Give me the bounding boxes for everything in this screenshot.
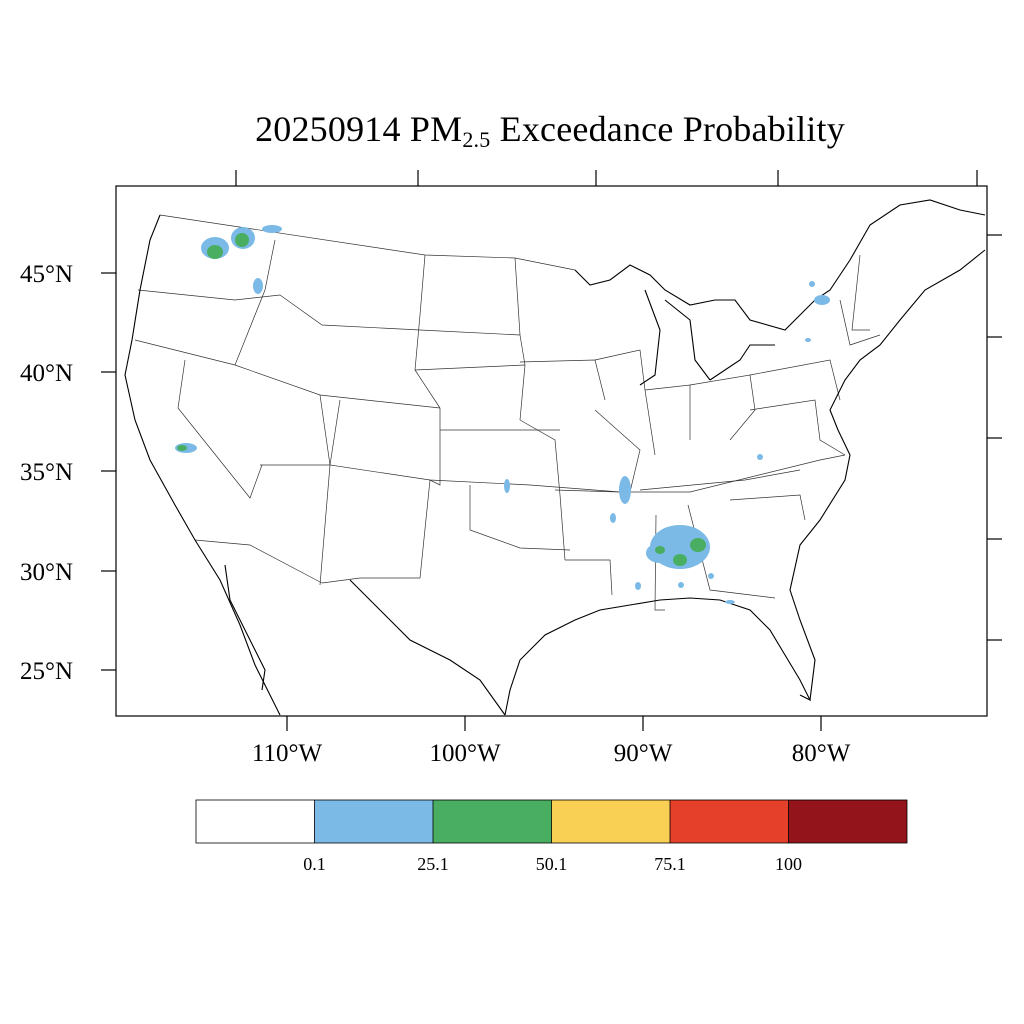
patch-new-york-north: [809, 281, 815, 287]
coastline: [124, 199, 986, 716]
colorbar-label-3: 75.1: [654, 854, 686, 874]
colorbar-swatch-4: [551, 800, 670, 843]
map-title: 20250914 PM2.5 Exceedance Probability: [0, 108, 1024, 153]
probability-patches: [175, 225, 830, 604]
patch-alabama-mid-2: [673, 554, 687, 566]
latitude-labels: 45°N 40°N 35°N 30°N 25°N: [20, 261, 73, 685]
colorbar: 0.1 25.1 50.1 75.1 100: [195, 799, 908, 874]
patch-mississippi-river: [619, 476, 631, 504]
lat-label-45: 45°N: [20, 261, 73, 288]
colorbar-swatch-5: [670, 800, 789, 843]
lat-label-40: 40°N: [20, 360, 73, 387]
lon-label-110: 110°W: [252, 740, 323, 767]
map-frame: [115, 185, 988, 717]
longitude-labels: 110°W 100°W 90°W 80°W: [252, 740, 851, 767]
colorbar-label-0: 0.1: [303, 854, 326, 874]
lat-label-25: 25°N: [20, 658, 73, 685]
lat-label-35: 35°N: [20, 459, 73, 486]
lat-label-30: 30°N: [20, 559, 73, 586]
patch-alabama-mid-3: [655, 546, 665, 554]
patch-kentucky: [757, 454, 763, 460]
title-pollutant: PM: [409, 109, 463, 149]
colorbar-swatch-2: [314, 800, 433, 843]
patch-gulf-coast: [635, 582, 641, 590]
colorbar-swatch-3: [433, 800, 552, 843]
patch-washington-mid: [207, 245, 223, 259]
patch-new-york-south: [805, 338, 811, 342]
patch-california-mid: [177, 445, 187, 451]
patch-central-idaho: [253, 278, 263, 294]
tick-marks: [101, 170, 1002, 731]
colorbar-label-2: 50.1: [536, 854, 568, 874]
colorbar-label-4: 100: [775, 854, 802, 874]
lon-label-90: 90°W: [614, 740, 673, 767]
colorbar-swatch-1: [196, 800, 315, 843]
colorbar-label-1: 25.1: [417, 854, 449, 874]
title-suffix: Exceedance Probability: [499, 109, 845, 149]
patch-alabama-mid-1: [690, 538, 706, 552]
patch-idaho-mid: [235, 233, 249, 247]
patch-oklahoma: [504, 479, 510, 493]
patch-florida-panhandle: [725, 600, 735, 604]
lon-label-80: 80°W: [792, 740, 851, 767]
patch-georgia: [708, 573, 714, 579]
lon-label-100: 100°W: [429, 740, 500, 767]
state-borders: [134, 214, 881, 611]
patch-new-york: [814, 295, 830, 305]
title-pollutant-subscript: 2.5: [462, 127, 491, 152]
patch-mississippi-river-south: [610, 513, 616, 523]
patch-north-idaho: [262, 225, 282, 233]
colorbar-swatch-6: [788, 800, 907, 843]
title-date: 20250914: [255, 109, 401, 149]
patch-south-alabama: [678, 582, 684, 588]
